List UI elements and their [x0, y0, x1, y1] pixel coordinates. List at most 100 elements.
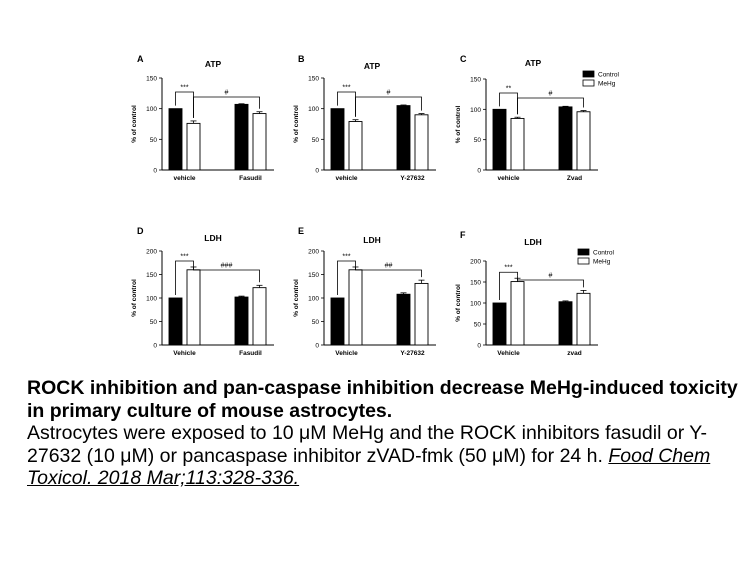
- x-tick-label: Y-27632: [400, 350, 425, 357]
- panel-label: A: [137, 54, 144, 64]
- bar-fasudil-control: [234, 296, 249, 346]
- y-tick-label: 150: [146, 272, 157, 279]
- x-tick-label: Vehicle: [335, 350, 358, 357]
- significance-label: ###: [221, 263, 233, 270]
- bar-vehicle-mehg: [348, 121, 363, 171]
- chart-panel-d: D LDH 0 50 100 150 200 % of control Vehicle Fasud…: [131, 226, 274, 357]
- y-tick-label: 200: [146, 249, 157, 256]
- significance-bracket: [193, 96, 260, 118]
- chart-title: LDH: [524, 237, 541, 247]
- chart-panel-b: B ATP 0 50 100 150 % of control vehicle Y-27632 *…: [293, 54, 436, 182]
- y-tick-label: 0: [477, 343, 481, 350]
- bar-vehicle-mehg: [186, 122, 201, 171]
- chart-panel-c: C ATP 0 50 100 150 % of control vehicle Zvad ** # C…: [455, 54, 620, 182]
- bar-fasudil-mehg: [252, 113, 267, 171]
- chart-title: LDH: [363, 235, 380, 245]
- chart-panel-a: A ATP 0 50 100 150 % of control vehicle Fasudil *…: [131, 54, 274, 182]
- significance-label: ***: [342, 253, 350, 260]
- y-axis-label: % of control: [293, 105, 300, 143]
- bar-fasudil-control: [234, 103, 249, 171]
- y-tick-label: 50: [312, 137, 320, 144]
- legend-label: MeHg: [593, 259, 611, 266]
- bar-zvad-mehg: [576, 292, 591, 346]
- legend-label: Control: [598, 72, 620, 79]
- x-tick-label: Fasudil: [239, 175, 262, 182]
- significance-label: #: [549, 273, 553, 280]
- legend-swatch-control: [577, 248, 590, 256]
- x-tick-label: Vehicle: [173, 350, 196, 357]
- significance-bracket: [355, 263, 422, 278]
- x-tick-label: vehicle: [173, 175, 195, 182]
- legend: Control MeHg: [577, 248, 615, 266]
- x-tick-label: Y-27632: [400, 175, 425, 182]
- significance-label: ***: [504, 265, 512, 272]
- y-tick-label: 0: [153, 168, 157, 175]
- legend-swatch-mehg: [577, 257, 590, 265]
- significance-label: #: [225, 90, 229, 97]
- bar-vehicle-control: [168, 297, 183, 346]
- x-tick-label: vehicle: [497, 175, 519, 182]
- y-axis-label: % of control: [455, 106, 462, 144]
- y-tick-label: 100: [308, 296, 319, 303]
- bar-y-27632-control: [396, 105, 411, 171]
- panel-label: B: [298, 54, 305, 64]
- y-tick-label: 150: [308, 76, 319, 83]
- panel-label: C: [460, 54, 467, 64]
- bar-y-27632-mehg: [414, 114, 429, 171]
- x-tick-label: vehicle: [335, 175, 357, 182]
- chart-title: LDH: [204, 233, 221, 243]
- y-tick-label: 150: [308, 272, 319, 279]
- y-tick-label: 200: [308, 249, 319, 256]
- y-tick-label: 150: [146, 76, 157, 83]
- significance-bracket: [517, 97, 584, 115]
- bar-zvad-control: [558, 106, 573, 171]
- chart-panel-e: E LDH 0 50 100 150 200 % of control Vehicle Y-276…: [293, 226, 436, 357]
- caption-citation-link[interactable]: Food Chem Toxicol. 2018 Mar;113:328-336.: [27, 444, 711, 490]
- y-tick-label: 50: [150, 137, 158, 144]
- bar-vehicle-control: [492, 302, 507, 346]
- significance-label: ##: [385, 263, 393, 270]
- y-axis-label: % of control: [131, 279, 138, 317]
- bar-vehicle-mehg: [186, 269, 201, 346]
- caption-title: ROCK inhibition and pan-caspase inhibiti…: [27, 377, 738, 422]
- y-tick-label: 100: [470, 301, 481, 308]
- significance-label: ***: [180, 253, 188, 260]
- x-tick-label: Fasudil: [239, 350, 262, 357]
- y-tick-label: 0: [315, 168, 319, 175]
- bar-zvad-mehg: [576, 111, 591, 171]
- y-tick-label: 50: [474, 322, 482, 329]
- y-axis-label: % of control: [131, 105, 138, 143]
- bar-vehicle-mehg: [348, 269, 363, 346]
- panel-label: E: [298, 226, 304, 236]
- significance-label: **: [506, 86, 512, 93]
- chart-title: ATP: [205, 59, 222, 69]
- y-tick-label: 100: [146, 296, 157, 303]
- bar-y-27632-control: [396, 293, 411, 346]
- y-tick-label: 0: [315, 343, 319, 350]
- legend-label: MeHg: [598, 81, 616, 88]
- bar-fasudil-mehg: [252, 287, 267, 346]
- bar-vehicle-mehg: [510, 117, 525, 171]
- bar-zvad-control: [558, 301, 573, 346]
- x-tick-label: Zvad: [567, 175, 582, 182]
- chart-title: ATP: [364, 61, 381, 71]
- panel-label: F: [460, 230, 466, 240]
- bar-vehicle-control: [330, 108, 345, 171]
- y-tick-label: 200: [470, 259, 481, 266]
- legend-label: Control: [593, 250, 615, 257]
- panel-label: D: [137, 226, 144, 236]
- y-tick-label: 150: [470, 77, 481, 84]
- significance-bracket: [193, 263, 260, 283]
- y-axis-label: % of control: [455, 284, 462, 322]
- y-axis-label: % of control: [293, 279, 300, 317]
- bar-vehicle-control: [330, 297, 345, 346]
- bar-vehicle-control: [492, 108, 507, 171]
- legend: Control MeHg: [582, 70, 620, 88]
- caption-body: Astrocytes were exposed to 10 μM MeHg an…: [27, 422, 707, 467]
- bar-vehicle-control: [168, 108, 183, 171]
- significance-label: #: [387, 90, 391, 97]
- legend-swatch-mehg: [582, 79, 595, 87]
- x-tick-label: Vehicle: [497, 350, 520, 357]
- figure-caption: ROCK inhibition and pan-caspase inhibiti…: [27, 377, 742, 490]
- significance-bracket: [517, 275, 584, 288]
